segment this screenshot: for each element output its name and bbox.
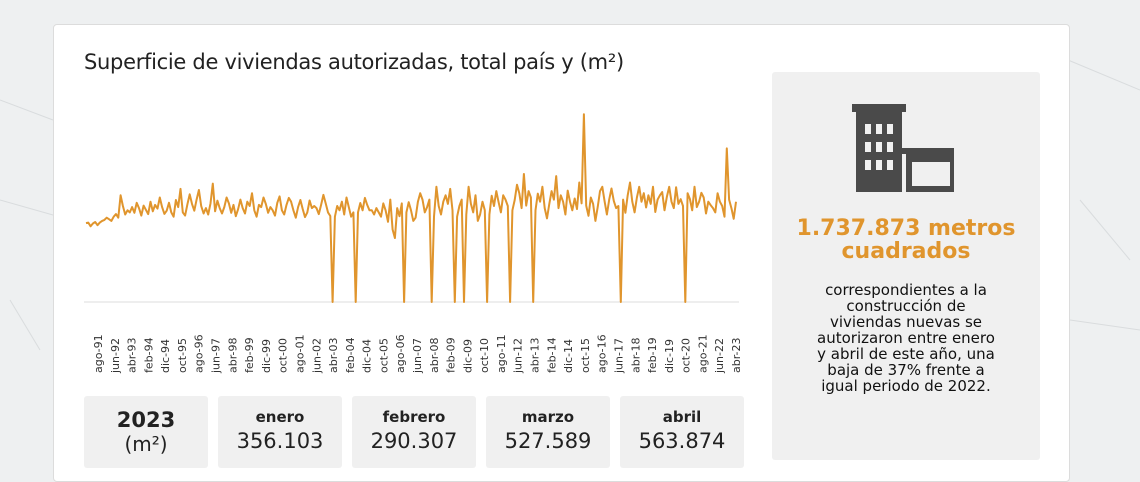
x-tick-label: dic-99 [260, 339, 273, 373]
x-tick-label: abr-18 [629, 337, 642, 373]
x-tick-label: ago-06 [394, 334, 407, 373]
x-tick-label: ago-01 [294, 334, 307, 373]
description-line: y abril de este año, una [817, 345, 995, 363]
month-box-marzo: marzo 527.589 [486, 396, 610, 468]
month-label: marzo [521, 408, 575, 426]
highlight-line-2: cuadrados [841, 239, 971, 264]
x-tick-label: ago-11 [495, 334, 508, 373]
x-tick-label: abr-13 [529, 337, 542, 373]
x-tick-label: jun-17 [613, 338, 626, 374]
x-tick-label: feb-14 [545, 337, 558, 373]
description-line: correspondientes a la [825, 281, 987, 299]
x-tick-label: oct-95 [176, 338, 189, 373]
month-label: enero [255, 408, 305, 426]
chart-title: Superficie de viviendas autorizadas, tot… [84, 50, 624, 74]
x-tick-label: jun-07 [411, 338, 424, 374]
x-tick-label: abr-23 [730, 337, 743, 373]
description-line: autorizaron entre enero [817, 329, 995, 347]
x-tick-label: feb-04 [344, 337, 357, 373]
description-line: viviendas nuevas se [829, 313, 983, 331]
x-tick-label: feb-99 [243, 337, 256, 373]
month-label: febrero [382, 408, 446, 426]
x-axis-tick-labels: ago-91 jun-92 abr-93 feb-94 dic-94 oct-95 ago-… [92, 334, 743, 374]
summary-description: correspondientes a la construcción de vi… [812, 282, 1000, 394]
month-value: 527.589 [504, 429, 592, 453]
year-box: 2023 (m²) [84, 396, 208, 468]
month-value: 290.307 [370, 429, 458, 453]
x-tick-label: jun-22 [713, 338, 726, 374]
x-tick-label: dic-09 [461, 339, 474, 373]
x-tick-label: jun-97 [210, 338, 223, 374]
month-value: 563.874 [638, 429, 726, 453]
highlight-value: 1.737.873 metros cuadrados [772, 217, 1040, 263]
x-tick-label: ago-16 [596, 334, 609, 373]
summary-panel: 1.737.873 metros cuadrados correspondien… [772, 72, 1040, 460]
building-icon [852, 104, 954, 192]
x-tick-label: ago-21 [696, 334, 709, 373]
month-value: 356.103 [236, 429, 324, 453]
x-tick-label: dic-19 [663, 339, 676, 373]
series-line [85, 113, 737, 303]
x-tick-label: ago-96 [193, 334, 206, 373]
x-tick-label: abr-03 [327, 337, 340, 373]
month-label: abril [662, 408, 702, 426]
month-box-abril: abril 563.874 [620, 396, 744, 468]
description-line: baja de 37% frente a [827, 361, 985, 379]
x-tick-label: oct-15 [579, 338, 592, 373]
x-tick-label: feb-94 [142, 337, 155, 373]
x-tick-label: oct-05 [377, 338, 390, 373]
x-tick-label: abr-98 [226, 337, 239, 373]
x-tick-label: oct-00 [277, 338, 290, 373]
x-tick-label: dic-14 [562, 339, 575, 373]
highlight-line-1: 1.737.873 metros [796, 216, 1016, 241]
description-line: construcción de [846, 297, 966, 315]
month-box-enero: enero 356.103 [218, 396, 342, 468]
x-tick-label: jun-12 [512, 338, 525, 374]
month-box-febrero: febrero 290.307 [352, 396, 476, 468]
x-tick-label: abr-93 [126, 337, 139, 373]
x-tick-label: oct-20 [680, 338, 693, 373]
year-unit: (m²) [124, 432, 168, 456]
x-tick-label: oct-10 [478, 338, 491, 373]
x-tick-label: feb-09 [445, 337, 458, 373]
x-tick-label: feb-19 [646, 337, 659, 373]
x-tick-label: dic-94 [159, 339, 172, 373]
description-line: igual periodo de 2022. [821, 377, 991, 395]
x-tick-label: abr-08 [428, 337, 441, 373]
x-tick-label: jun-02 [310, 338, 323, 374]
x-tick-label: dic-04 [361, 339, 374, 373]
x-tick-label: jun-92 [109, 338, 122, 374]
line-chart: ago-91 jun-92 abr-93 feb-94 dic-94 oct-95 ago-… [84, 113, 743, 374]
x-tick-label: ago-91 [92, 334, 105, 373]
year-label: 2023 [116, 408, 176, 432]
